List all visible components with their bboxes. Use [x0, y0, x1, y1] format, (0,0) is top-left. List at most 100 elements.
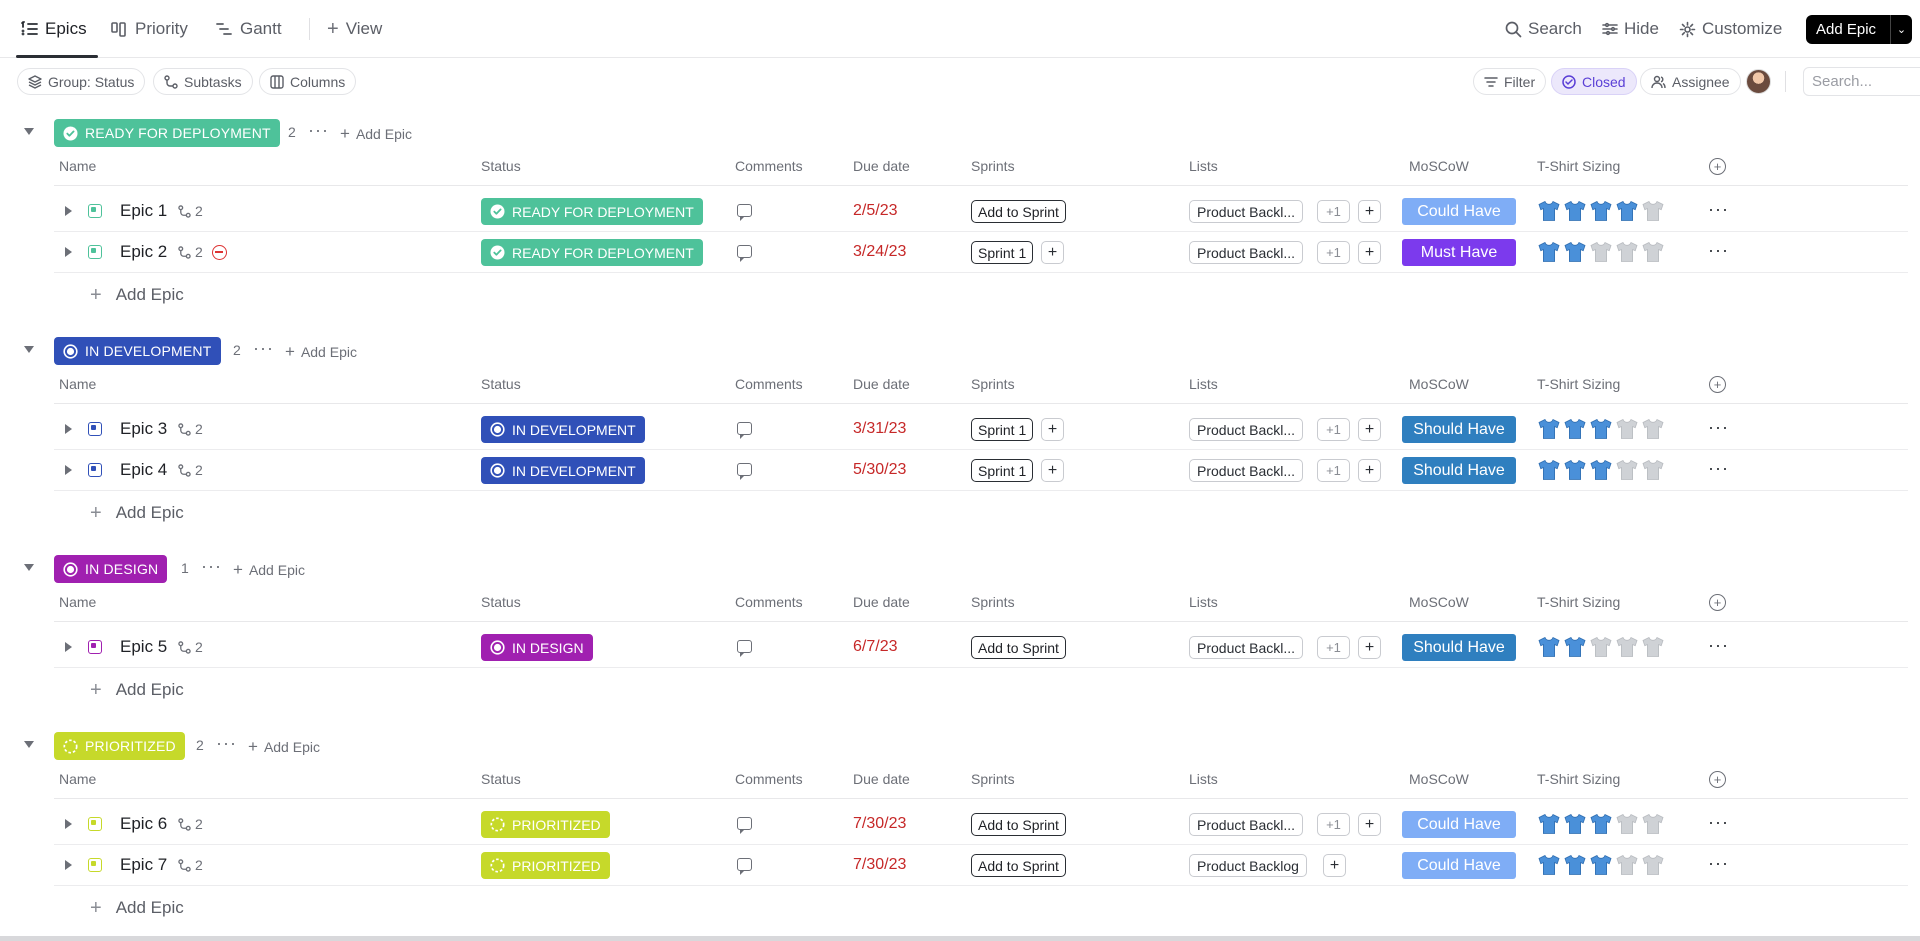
- columns-button[interactable]: Columns: [259, 68, 357, 95]
- chevron-down-icon[interactable]: ⌄: [1890, 15, 1912, 44]
- add-list-button[interactable]: +: [1358, 636, 1381, 659]
- column-header-status[interactable]: Status: [481, 771, 521, 787]
- status-badge[interactable]: PRIORITIZED: [481, 852, 610, 879]
- column-header-status[interactable]: Status: [481, 158, 521, 174]
- tshirt-icon[interactable]: [1537, 636, 1561, 658]
- list-tag[interactable]: Product Backl...: [1189, 636, 1304, 659]
- group-add-epic-button[interactable]: + Add Epic: [233, 560, 305, 580]
- comment-icon[interactable]: [737, 858, 752, 875]
- add-list-button[interactable]: +: [1358, 418, 1381, 441]
- list-more-count[interactable]: +1: [1317, 241, 1350, 264]
- tshirt-icon[interactable]: [1641, 241, 1665, 263]
- list-more-count[interactable]: +1: [1317, 459, 1350, 482]
- tshirt-icon[interactable]: [1589, 854, 1613, 876]
- add-view-button[interactable]: + View: [327, 16, 382, 42]
- status-badge[interactable]: READY FOR DEPLOYMENT: [481, 198, 703, 225]
- column-header-comments[interactable]: Comments: [735, 158, 803, 174]
- add-column-icon[interactable]: +: [1709, 771, 1726, 788]
- row-more-icon[interactable]: ···: [1708, 812, 1729, 832]
- group-status-badge[interactable]: IN DESIGN: [54, 555, 168, 583]
- moscow-badge[interactable]: Must Have: [1402, 239, 1516, 266]
- subtasks-button[interactable]: Subtasks: [153, 68, 253, 95]
- comment-icon[interactable]: [737, 422, 752, 439]
- status-badge[interactable]: PRIORITIZED: [481, 811, 610, 838]
- list-more-count[interactable]: +1: [1317, 200, 1350, 223]
- tshirt-icon[interactable]: [1615, 200, 1639, 222]
- tshirt-icon[interactable]: [1615, 459, 1639, 481]
- table-row[interactable]: Epic 5 2 IN DESIGN 6/7/23 Add to Sprint Produ…: [54, 627, 1908, 668]
- group-status-badge[interactable]: PRIORITIZED: [54, 732, 185, 760]
- list-tag[interactable]: Product Backl...: [1189, 241, 1304, 264]
- collapse-caret-icon[interactable]: [24, 741, 34, 748]
- row-more-icon[interactable]: ···: [1708, 458, 1729, 478]
- tshirt-icon[interactable]: [1615, 636, 1639, 658]
- subtask-count[interactable]: 2: [178, 421, 203, 437]
- status-badge[interactable]: IN DEVELOPMENT: [481, 416, 645, 443]
- tshirt-icon[interactable]: [1615, 854, 1639, 876]
- collapse-caret-icon[interactable]: [24, 346, 34, 353]
- column-header-tshirt[interactable]: T-Shirt Sizing: [1537, 771, 1621, 787]
- subtask-count[interactable]: 2: [178, 244, 203, 260]
- tshirt-icon[interactable]: [1537, 241, 1561, 263]
- tshirt-rating[interactable]: [1537, 459, 1665, 481]
- search-button[interactable]: Search: [1505, 16, 1582, 42]
- column-header-sprints[interactable]: Sprints: [971, 771, 1015, 787]
- subtask-count[interactable]: 2: [178, 816, 203, 832]
- column-header-lists[interactable]: Lists: [1189, 376, 1218, 392]
- column-header-status[interactable]: Status: [481, 376, 521, 392]
- add-list-button[interactable]: +: [1358, 200, 1381, 223]
- add-column-icon[interactable]: +: [1709, 594, 1726, 611]
- epic-name[interactable]: Epic 1: [120, 201, 168, 220]
- status-badge[interactable]: IN DEVELOPMENT: [481, 457, 645, 484]
- row-more-icon[interactable]: ···: [1708, 853, 1729, 873]
- add-column-icon[interactable]: +: [1709, 376, 1726, 393]
- tshirt-icon[interactable]: [1589, 418, 1613, 440]
- list-tag[interactable]: Product Backlog: [1189, 854, 1307, 877]
- comment-icon[interactable]: [737, 463, 752, 480]
- filter-button[interactable]: Filter: [1473, 68, 1547, 95]
- column-header-tshirt[interactable]: T-Shirt Sizing: [1537, 594, 1621, 610]
- list-more-count[interactable]: +1: [1317, 636, 1350, 659]
- tshirt-icon[interactable]: [1563, 459, 1587, 481]
- column-header-sprints[interactable]: Sprints: [971, 594, 1015, 610]
- more-icon[interactable]: ···: [253, 338, 274, 358]
- table-row[interactable]: Epic 1 2 READY FOR DEPLOYMENT 2/5/23 Add to …: [54, 191, 1908, 232]
- add-list-button[interactable]: +: [1358, 241, 1381, 264]
- subtask-count[interactable]: 2: [178, 639, 203, 655]
- sprint-tag[interactable]: Add to Sprint: [971, 200, 1066, 223]
- tshirt-rating[interactable]: [1537, 200, 1665, 222]
- add-epic-row-button[interactable]: + Add Epic: [90, 679, 184, 701]
- column-header-moscow[interactable]: MoSCoW: [1409, 158, 1469, 174]
- blocked-icon[interactable]: [212, 245, 227, 260]
- tshirt-rating[interactable]: [1537, 813, 1665, 835]
- group-add-epic-button[interactable]: + Add Epic: [285, 342, 357, 362]
- tshirt-icon[interactable]: [1563, 854, 1587, 876]
- add-sprint-button[interactable]: +: [1041, 241, 1064, 264]
- epic-name[interactable]: Epic 6: [120, 814, 168, 833]
- expand-caret-icon[interactable]: [65, 247, 72, 257]
- add-sprint-button[interactable]: +: [1041, 418, 1064, 441]
- column-header-name[interactable]: Name: [59, 594, 97, 610]
- more-icon[interactable]: ···: [216, 733, 237, 753]
- group-add-epic-button[interactable]: + Add Epic: [340, 124, 412, 144]
- expand-caret-icon[interactable]: [65, 424, 72, 434]
- subtask-count[interactable]: 2: [178, 462, 203, 478]
- tshirt-icon[interactable]: [1615, 813, 1639, 835]
- tshirt-icon[interactable]: [1589, 459, 1613, 481]
- column-header-lists[interactable]: Lists: [1189, 771, 1218, 787]
- tshirt-icon[interactable]: [1641, 854, 1665, 876]
- tshirt-icon[interactable]: [1641, 636, 1665, 658]
- tshirt-icon[interactable]: [1641, 418, 1665, 440]
- tshirt-icon[interactable]: [1563, 813, 1587, 835]
- tshirt-icon[interactable]: [1537, 200, 1561, 222]
- tshirt-icon[interactable]: [1537, 854, 1561, 876]
- avatar[interactable]: [1746, 69, 1771, 94]
- column-header-lists[interactable]: Lists: [1189, 594, 1218, 610]
- add-epic-row-button[interactable]: + Add Epic: [90, 502, 184, 524]
- table-row[interactable]: Epic 4 2 IN DEVELOPMENT 5/30/23 Sprint 1 + Pro…: [54, 450, 1908, 491]
- due-date[interactable]: 7/30/23: [853, 815, 907, 832]
- column-header-tshirt[interactable]: T-Shirt Sizing: [1537, 158, 1621, 174]
- row-more-icon[interactable]: ···: [1708, 417, 1729, 437]
- column-header-name[interactable]: Name: [59, 376, 97, 392]
- collapse-caret-icon[interactable]: [24, 564, 34, 571]
